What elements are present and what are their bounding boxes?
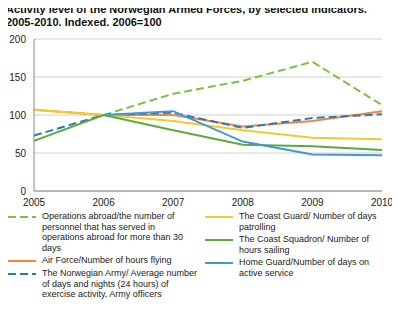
svg-text:100: 100 — [9, 110, 26, 121]
svg-text:200: 200 — [9, 34, 26, 45]
html-text:Air Force/Number of hours flyi: Air Force/Number of hours flying — [42, 255, 172, 265]
html-text:The Norwegian Army/ Average nu: The Norwegian Army/ Average number of da… — [42, 268, 197, 299]
svg-text:2008: 2008 — [232, 197, 255, 208]
html-text:The Coast Squadron/ Number of: The Coast Squadron/ Number of hours sail… — [239, 234, 370, 255]
html-text:Home Guard/Number of days on a: Home Guard/Number of days on active serv… — [239, 257, 370, 278]
html-text:The Coast Guard/ Number of day: The Coast Guard/ Number of days patrolli… — [239, 211, 377, 232]
svg-text:2007: 2007 — [162, 197, 185, 208]
svg-text:0: 0 — [20, 186, 26, 197]
html-text:Activity level of the Norwegia: Activity level of the Norwegian Armed Fo… — [6, 3, 367, 28]
svg-text:150: 150 — [9, 72, 26, 83]
html-text:Operations abroad/the number o: Operations abroad/the number of personne… — [42, 211, 184, 253]
svg-text:2009: 2009 — [301, 197, 324, 208]
svg-text:2005: 2005 — [23, 197, 46, 208]
svg-text:2010: 2010 — [371, 197, 392, 208]
svg-text:2006: 2006 — [92, 197, 115, 208]
svg-text:50: 50 — [15, 148, 27, 159]
